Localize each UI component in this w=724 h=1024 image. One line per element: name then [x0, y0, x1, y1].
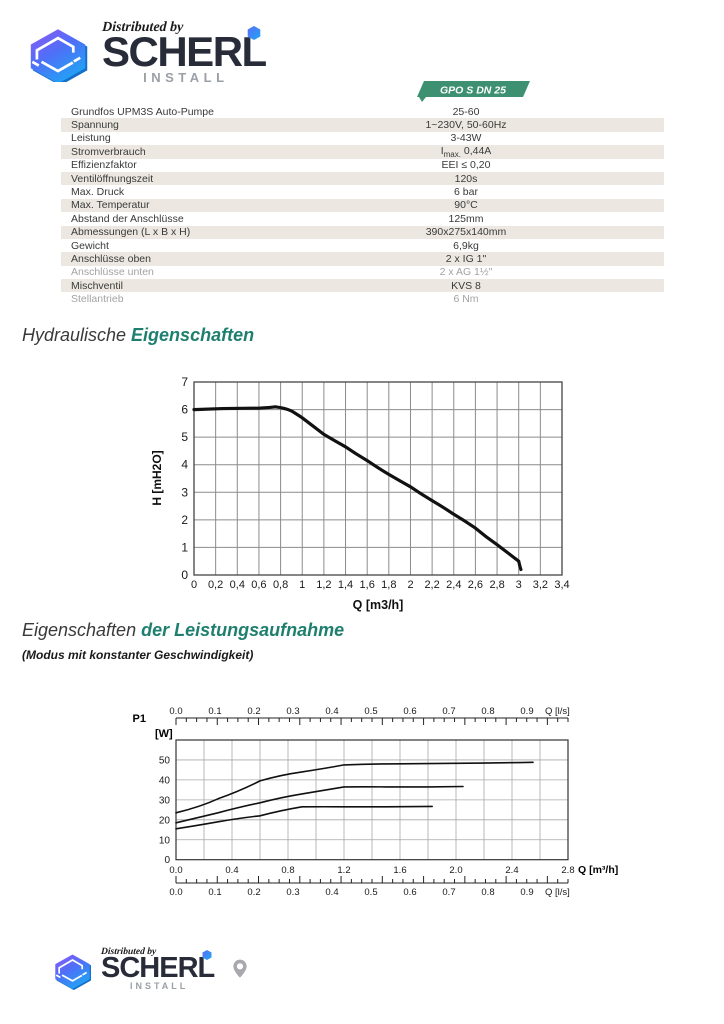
svg-text:20: 20 — [159, 815, 171, 826]
svg-text:5: 5 — [181, 430, 188, 444]
svg-text:1,4: 1,4 — [338, 579, 353, 591]
svg-text:H [mH2O]: H [mH2O] — [150, 450, 164, 505]
svg-text:0.8: 0.8 — [481, 706, 494, 717]
svg-text:0.2: 0.2 — [247, 887, 260, 898]
svg-text:0.4: 0.4 — [325, 887, 338, 898]
svg-text:0.8: 0.8 — [281, 865, 294, 876]
svg-text:0.0: 0.0 — [169, 887, 182, 898]
svg-text:0.0: 0.0 — [169, 706, 182, 717]
svg-text:2,8: 2,8 — [489, 579, 504, 591]
svg-text:0.7: 0.7 — [442, 887, 455, 898]
svg-text:0.9: 0.9 — [520, 706, 533, 717]
svg-text:4: 4 — [181, 458, 188, 472]
svg-text:40: 40 — [159, 775, 171, 786]
svg-text:0.6: 0.6 — [403, 706, 416, 717]
svg-text:0.7: 0.7 — [442, 706, 455, 717]
svg-text:0.1: 0.1 — [208, 706, 221, 717]
svg-text:0.5: 0.5 — [364, 706, 377, 717]
svg-text:1,6: 1,6 — [360, 579, 375, 591]
svg-text:Q [m3/h]: Q [m3/h] — [353, 598, 404, 612]
svg-text:0.5: 0.5 — [364, 887, 377, 898]
svg-text:Q [l/s]: Q [l/s] — [545, 887, 570, 898]
svg-text:10: 10 — [159, 835, 171, 846]
svg-text:1: 1 — [299, 579, 305, 591]
svg-text:P1: P1 — [133, 713, 146, 725]
svg-text:1: 1 — [181, 540, 188, 554]
svg-text:1.6: 1.6 — [393, 865, 406, 876]
svg-text:0.2: 0.2 — [247, 706, 260, 717]
svg-text:0,4: 0,4 — [230, 579, 245, 591]
svg-text:30: 30 — [159, 795, 171, 806]
svg-text:6: 6 — [181, 403, 188, 417]
svg-text:0: 0 — [181, 568, 188, 582]
svg-text:1,8: 1,8 — [381, 579, 396, 591]
svg-text:2.8: 2.8 — [561, 865, 574, 876]
svg-text:7: 7 — [181, 375, 188, 389]
svg-text:0.4: 0.4 — [225, 865, 238, 876]
svg-text:Q [m³/h]: Q [m³/h] — [578, 864, 618, 876]
svg-text:0,8: 0,8 — [273, 579, 288, 591]
svg-text:0.0: 0.0 — [169, 865, 182, 876]
svg-text:2.0: 2.0 — [449, 865, 462, 876]
svg-text:0: 0 — [191, 579, 197, 591]
svg-text:2.4: 2.4 — [505, 865, 518, 876]
svg-text:3: 3 — [181, 485, 188, 499]
svg-text:3,2: 3,2 — [533, 579, 548, 591]
svg-text:0.3: 0.3 — [286, 887, 299, 898]
svg-text:0.4: 0.4 — [325, 706, 338, 717]
svg-text:[W]: [W] — [155, 728, 173, 740]
svg-text:0.6: 0.6 — [403, 887, 416, 898]
svg-text:GPO S DN 25: GPO S DN 25 — [440, 85, 506, 97]
svg-text:1.2: 1.2 — [337, 865, 350, 876]
svg-text:2,6: 2,6 — [468, 579, 483, 591]
svg-text:2,2: 2,2 — [424, 579, 439, 591]
svg-text:2: 2 — [181, 513, 188, 527]
svg-text:0,2: 0,2 — [208, 579, 223, 591]
svg-text:3: 3 — [516, 579, 522, 591]
svg-text:50: 50 — [159, 756, 171, 767]
svg-text:0.3: 0.3 — [286, 706, 299, 717]
svg-text:2,4: 2,4 — [446, 579, 461, 591]
svg-text:0.1: 0.1 — [208, 887, 221, 898]
svg-text:0.8: 0.8 — [481, 887, 494, 898]
svg-text:Q [l/s]: Q [l/s] — [545, 706, 570, 717]
svg-text:2: 2 — [407, 579, 413, 591]
svg-text:0,6: 0,6 — [251, 579, 266, 591]
svg-text:3,4: 3,4 — [554, 579, 569, 591]
svg-text:0.9: 0.9 — [520, 887, 533, 898]
svg-text:1,2: 1,2 — [316, 579, 331, 591]
